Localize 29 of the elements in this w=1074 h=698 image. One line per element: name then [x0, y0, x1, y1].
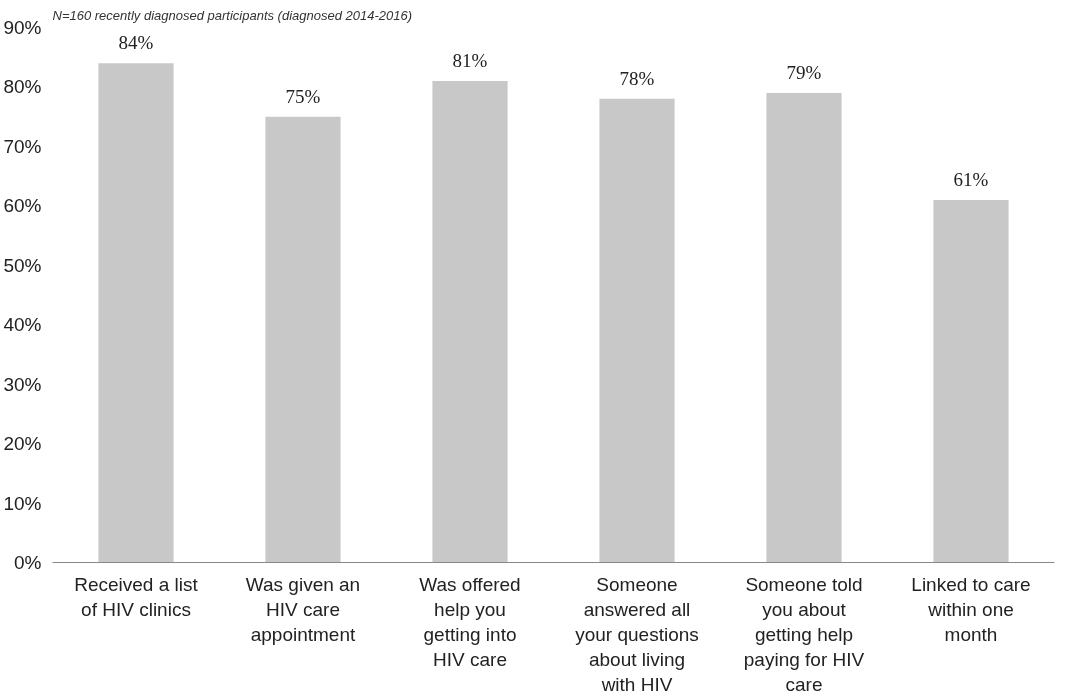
bar [933, 199, 1009, 563]
x-tick-label: Received a list of HIV clinics [74, 573, 199, 620]
y-tick-label: 0% [14, 552, 42, 573]
y-tick-label: 40% [3, 314, 42, 336]
y-tick-label: 30% [3, 373, 42, 395]
data-label: 75% [285, 85, 321, 107]
x-tick-label: Was offered help you getting into HIV care [419, 573, 521, 671]
x-tick-label: Someone answered all your questions about living with HIV [575, 573, 699, 696]
y-tick-label: 50% [3, 254, 42, 276]
y-tick-label: 20% [3, 433, 42, 455]
x-tick-label: Was given an HIV care appointment [245, 573, 361, 645]
y-tick-label: 10% [3, 492, 42, 514]
bar [98, 63, 174, 563]
data-label: 61% [953, 168, 989, 190]
chart-subtitle: N=160 recently diagnosed participants (diagnosed 2014-2016) [52, 7, 413, 23]
bar [432, 81, 508, 563]
bar [766, 92, 842, 563]
x-tick-label: Someone told you about getting help paying for HIV care [743, 573, 865, 696]
y-tick-label: 60% [3, 195, 42, 217]
bar [599, 98, 675, 563]
data-label: 78% [619, 67, 655, 89]
bar [265, 116, 341, 563]
data-label: 79% [786, 61, 822, 83]
data-label: 81% [452, 50, 488, 71]
y-tick-label: 70% [3, 135, 42, 157]
x-tick-label: Linked to care within one month [911, 573, 1031, 645]
data-label: 84% [118, 32, 154, 54]
y-tick-label: 90% [3, 17, 42, 38]
y-tick-label: 80% [3, 76, 42, 98]
